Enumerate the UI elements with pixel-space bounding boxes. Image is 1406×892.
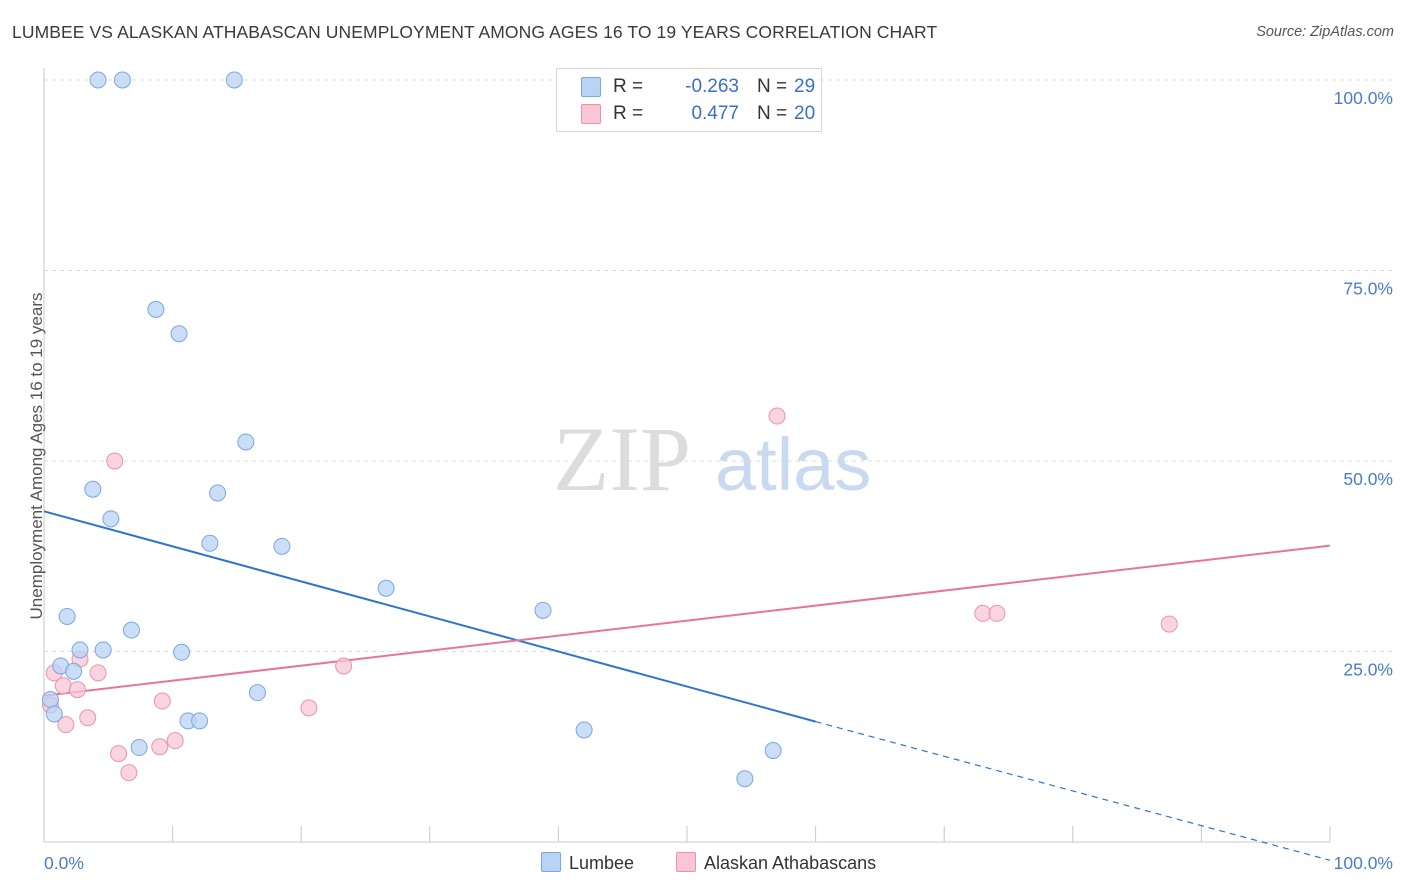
tick-label-layer: 100.0% 75.0% 50.0% 25.0% 0.0% 100.0% (44, 88, 1393, 873)
lumbee-point (102, 510, 120, 528)
y-axis-label: Unemployment Among Ages 16 to 19 years (27, 292, 46, 620)
athabascan-legend-swatch (676, 852, 696, 872)
lumbee-point (191, 712, 209, 730)
lumbee-point (94, 641, 112, 659)
lumbee-point (147, 300, 165, 318)
n-value: 29 (794, 76, 816, 97)
lumbee-point (209, 484, 227, 502)
n-label: N = (757, 103, 788, 124)
chart-title: LUMBEE VS ALASKAN ATHABASCAN UNEMPLOYMEN… (12, 22, 938, 42)
athabascan-point (1160, 615, 1178, 633)
lumbee-point (225, 71, 243, 89)
y-tick-label: 100.0% (1334, 88, 1393, 108)
lumbee-point (122, 621, 140, 639)
athabascan-point (110, 745, 128, 763)
lumbee-point (65, 662, 83, 680)
athabascan-point (151, 738, 169, 756)
lumbee-point (45, 705, 63, 723)
lumbee-point (736, 770, 754, 788)
athabascan-point (120, 764, 138, 782)
athabascan-point (166, 732, 184, 750)
athabascan-point (153, 692, 171, 710)
lumbee-point (58, 607, 76, 625)
athabascan-point (106, 452, 124, 470)
lumbee-point (534, 601, 552, 619)
lumbee-point (89, 71, 107, 89)
athabascan-point (768, 407, 786, 425)
athabascan-point (988, 604, 1006, 622)
legend-athabascan: Alaskan Athabascans (676, 852, 876, 874)
athabascan-point (89, 664, 107, 682)
correlation-stats-box: R = -0.263 N = 29 R = 0.477 N = 20 (556, 68, 822, 132)
lumbee-point (113, 71, 131, 89)
lumbee-point (173, 643, 191, 661)
athabascan-swatch (581, 104, 601, 124)
lumbee-point (764, 742, 782, 760)
trend-layer (43, 510, 1331, 861)
athabascan-trendline (43, 544, 1331, 697)
y-tick-label: 75.0% (1343, 279, 1393, 299)
athabascan-point (54, 677, 72, 695)
n-value: 20 (794, 103, 816, 124)
athabascan-point (335, 657, 353, 675)
lumbee-swatch (581, 77, 601, 97)
r-value: 0.477 (691, 103, 739, 124)
legend-lumbee: Lumbee (541, 852, 634, 874)
watermark-atlas: atlas (715, 423, 871, 506)
point-layer (41, 71, 1178, 788)
watermark-zip: ZIP (553, 408, 691, 510)
y-tick-label: 50.0% (1343, 469, 1393, 489)
r-value: -0.263 (685, 76, 739, 97)
y-tick-label: 25.0% (1343, 660, 1393, 680)
n-label: N = (757, 76, 788, 97)
lumbee-point (130, 739, 148, 757)
x-tick-label: 100.0% (1334, 853, 1393, 873)
x-tick-label: 0.0% (44, 853, 84, 873)
lumbee-legend-swatch (541, 852, 561, 872)
athabascan-point (79, 709, 97, 727)
lumbee-trendline-extension (815, 721, 1331, 861)
lumbee-point (248, 684, 266, 702)
lumbee-legend-label: Lumbee (569, 853, 635, 873)
athabascan-point (68, 681, 86, 699)
r-label: R = (613, 103, 644, 124)
athabascan-legend-label: Alaskan Athabascans (704, 853, 877, 873)
lumbee-point (237, 433, 255, 451)
lumbee-point (84, 480, 102, 498)
athabascan-point (57, 716, 75, 734)
lumbee-point (71, 641, 89, 659)
axis-layer (43, 68, 1331, 843)
lumbee-point (575, 721, 593, 739)
lumbee-point (273, 537, 291, 555)
source-credit: Source: ZipAtlas.com (1256, 24, 1394, 40)
lumbee-point (41, 691, 59, 709)
lumbee-trendline (43, 510, 816, 723)
lumbee-point (377, 579, 395, 597)
athabascan-point (974, 604, 992, 622)
lumbee-point (201, 534, 219, 552)
athabascan-point (300, 699, 318, 717)
lumbee-point (170, 325, 188, 343)
r-label: R = (613, 76, 644, 97)
